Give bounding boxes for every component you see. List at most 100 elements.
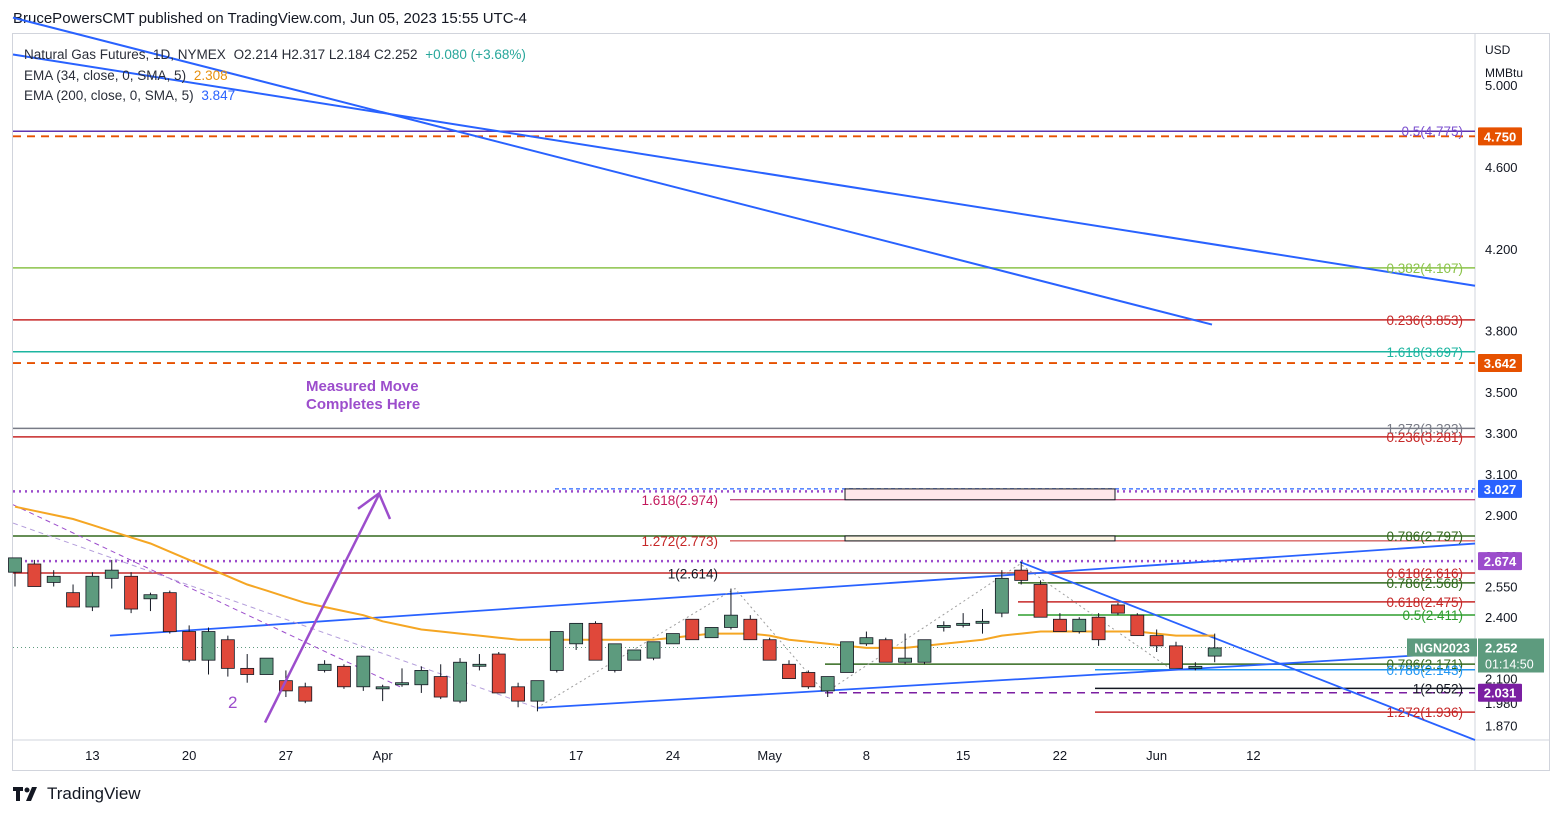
candle-body: [607, 643, 622, 671]
tradingview-branding[interactable]: TradingView: [13, 784, 141, 804]
candle-body: [840, 641, 854, 673]
fib-mid-label-2: 1(2.614): [668, 566, 718, 581]
measured-move-label: Measured Move: [306, 378, 419, 395]
price-tick-label: 3.500: [1485, 385, 1518, 400]
fib-label-13: 1(2.052): [1413, 681, 1463, 696]
measured-move-arrow: [263, 493, 381, 724]
price-tick-label: 4.600: [1485, 160, 1518, 175]
candle-body: [898, 657, 912, 663]
candle-body: [859, 637, 874, 645]
candle-body: [356, 655, 371, 688]
candle-body: [143, 594, 158, 600]
target-zone-upper: [844, 488, 1116, 501]
fib-mid-label-1: 1.272(2.773): [641, 534, 718, 549]
fib-label-6: 0.786(2.797): [1386, 529, 1463, 544]
candle-body: [743, 618, 758, 641]
price-tick-label: 1.870: [1485, 719, 1518, 734]
chart-frame: [12, 33, 1550, 771]
target-zone-lower: [844, 535, 1116, 542]
time-tick-label: Apr: [373, 748, 394, 763]
candle-body: [530, 680, 545, 702]
fib-label-7: 0.618(2.616): [1386, 566, 1463, 581]
candle-body: [433, 676, 448, 698]
candle-body: [588, 622, 603, 661]
fib-label-1: 0.382(4.107): [1386, 261, 1463, 276]
legend-ema200-row: EMA (200, close, 0, SMA, 5) 3.847: [24, 86, 530, 107]
candle-body: [240, 667, 255, 675]
candle-body: [220, 639, 235, 669]
price-axis-unit-bottom: MMBtu: [1485, 66, 1523, 80]
candle-body: [975, 620, 990, 624]
time-tick-label: May: [757, 748, 782, 763]
fib-label-10: 0.5(2.411): [1402, 608, 1463, 623]
fib-label-11: 0.786(2.171): [1386, 657, 1463, 672]
candle-body: [201, 631, 216, 661]
price-badge-3: [1478, 552, 1522, 571]
candles-group: [8, 557, 1222, 712]
price-badge-label-3: 2.674: [1484, 554, 1517, 569]
candle-body: [917, 639, 932, 663]
candle-body: [337, 665, 351, 688]
time-tick-label: 27: [279, 748, 293, 763]
candle-body: [820, 676, 835, 692]
candle-body: [1014, 569, 1029, 581]
price-tick-label: 3.800: [1485, 324, 1518, 339]
time-tick-label: 12: [1246, 748, 1260, 763]
ema34-line: [14, 505, 1215, 649]
candle-body: [491, 653, 506, 694]
candle-body: [472, 663, 487, 667]
candle-body: [259, 657, 274, 675]
price-tick-label: 4.200: [1485, 242, 1518, 257]
candle-body: [1169, 645, 1183, 669]
candle-body: [627, 649, 642, 661]
candle-body: [762, 639, 777, 661]
fib-label-5: 0.236(3.281): [1386, 430, 1463, 445]
candle-body: [453, 661, 467, 702]
candle-body: [85, 575, 100, 608]
fib-label-12: 0.786(2.143): [1386, 663, 1463, 678]
price-tick-label: 2.400: [1485, 610, 1518, 625]
current-price-badge: [1478, 638, 1544, 673]
candle-body: [936, 625, 951, 628]
rising-channel-lower: [536, 651, 1476, 709]
candle-body: [511, 686, 526, 702]
time-tick-label: 13: [85, 748, 99, 763]
candle-body: [1072, 618, 1087, 632]
symbol-badge-label: NGN2023: [1414, 642, 1470, 656]
fib-label-8: 0.786(2.568): [1386, 576, 1463, 591]
candle-body: [801, 672, 816, 688]
legend-ema34-row: EMA (34, close, 0, SMA, 5) 2.308: [24, 66, 530, 87]
dashed-wedge-line-b: [12, 522, 538, 709]
wave-2-label: 2: [228, 693, 237, 712]
candle-body: [1207, 647, 1222, 657]
price-badge-2: [1478, 479, 1522, 498]
tradingview-brand-text: TradingView: [47, 784, 141, 803]
fib-label-9: 0.618(2.475): [1386, 595, 1463, 610]
fib-label-14: 1.272(1.936): [1386, 705, 1463, 720]
price-tick-label: 2.550: [1485, 580, 1518, 595]
fib-label-0: 0.5(4.775): [1401, 124, 1463, 139]
candle-body: [375, 686, 390, 690]
measured-move-arrowhead: [357, 491, 392, 520]
candle-body: [994, 577, 1009, 614]
candle-body: [1091, 616, 1106, 641]
fib-label-4: 1.272(3.323): [1386, 421, 1463, 436]
time-tick-label: Jun: [1146, 748, 1167, 763]
legend-ema34-label: EMA (34, close, 0, SMA, 5): [24, 67, 187, 83]
time-tick-label: 17: [569, 748, 583, 763]
fib-mid-label-0: 1.618(2.974): [641, 493, 718, 508]
rising-channel-upper: [109, 542, 1476, 637]
candle-body: [162, 592, 177, 632]
candle-body: [27, 563, 42, 587]
long-term-downtrend-line-upper: [12, 53, 1476, 287]
price-badge-4: [1478, 683, 1522, 702]
candle-body: [124, 575, 138, 610]
candle-body: [685, 618, 700, 641]
candle-body: [666, 633, 680, 645]
candle-body: [317, 663, 332, 671]
legend-ema200-value: 3.847: [201, 88, 236, 103]
candle-body: [956, 622, 971, 626]
candle-body: [1149, 635, 1164, 647]
long-term-downtrend-line-lower: [12, 16, 1213, 326]
